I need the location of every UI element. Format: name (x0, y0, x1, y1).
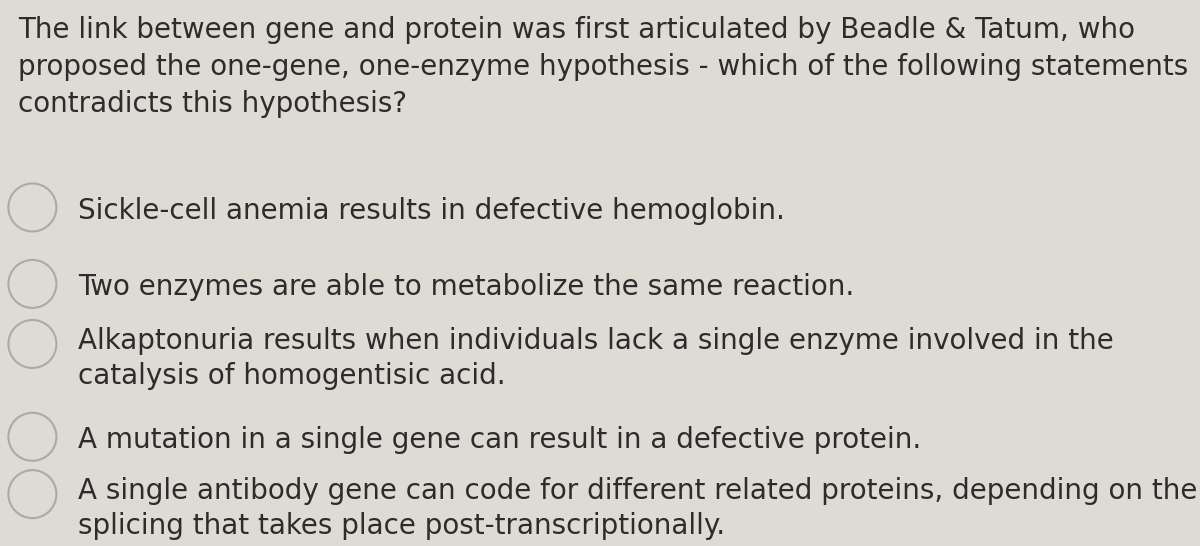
Text: Alkaptonuria results when individuals lack a single enzyme involved in the
catal: Alkaptonuria results when individuals la… (78, 327, 1114, 390)
Text: A mutation in a single gene can result in a defective protein.: A mutation in a single gene can result i… (78, 426, 922, 454)
Text: Sickle-cell anemia results in defective hemoglobin.: Sickle-cell anemia results in defective … (78, 197, 785, 224)
Text: Two enzymes are able to metabolize the same reaction.: Two enzymes are able to metabolize the s… (78, 273, 854, 301)
Text: A single antibody gene can code for different related proteins, depending on the: A single antibody gene can code for diff… (78, 477, 1198, 541)
Text: The link between gene and protein was first articulated by Beadle & Tatum, who
p: The link between gene and protein was fi… (18, 16, 1188, 118)
